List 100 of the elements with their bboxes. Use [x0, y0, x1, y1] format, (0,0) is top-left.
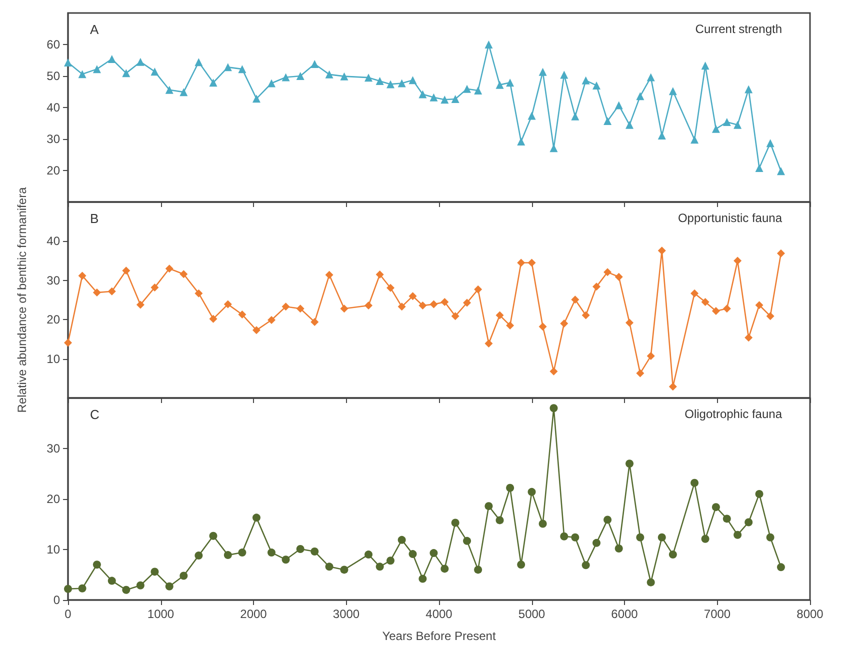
point	[474, 285, 482, 294]
point	[325, 70, 334, 78]
point	[376, 562, 384, 571]
point	[571, 533, 580, 542]
point	[528, 258, 536, 267]
point	[440, 96, 449, 104]
point	[282, 556, 290, 564]
x-tick-label: 2000	[240, 607, 268, 621]
point	[614, 101, 623, 110]
point	[626, 120, 634, 129]
point	[150, 68, 159, 76]
point	[538, 520, 547, 528]
point	[282, 302, 290, 311]
point	[364, 301, 373, 310]
point	[592, 81, 600, 90]
point	[224, 300, 232, 308]
point	[571, 112, 580, 120]
point	[496, 311, 504, 320]
point	[122, 586, 130, 594]
x-tick-label: 7000	[704, 607, 731, 621]
point	[506, 484, 514, 492]
point	[194, 552, 203, 560]
point	[108, 287, 116, 296]
point	[386, 556, 394, 565]
point	[496, 80, 504, 89]
point	[136, 581, 144, 590]
point	[582, 561, 590, 570]
point	[614, 272, 623, 281]
point	[165, 264, 174, 273]
point	[165, 582, 174, 590]
point	[340, 566, 348, 574]
point	[722, 118, 731, 126]
point	[310, 318, 319, 326]
point	[550, 404, 558, 412]
point	[180, 572, 188, 580]
point	[484, 502, 493, 510]
point	[408, 550, 417, 558]
point	[722, 514, 731, 523]
point	[517, 560, 526, 569]
point	[252, 326, 260, 334]
point	[744, 334, 753, 342]
annotation: Current strength	[695, 22, 782, 36]
point	[712, 306, 720, 315]
point	[440, 564, 449, 573]
point	[722, 304, 731, 313]
point	[386, 284, 394, 292]
point	[364, 74, 373, 82]
point	[506, 321, 514, 330]
annotation: Oligotrophic fauna	[684, 407, 782, 421]
point	[506, 78, 514, 87]
point	[592, 538, 600, 547]
point	[451, 518, 460, 527]
point	[528, 112, 536, 120]
y-tick-label: 30	[46, 132, 60, 146]
point	[325, 270, 334, 279]
point	[376, 270, 384, 279]
point	[267, 316, 276, 324]
point	[734, 256, 742, 265]
point	[136, 58, 144, 66]
point	[496, 516, 504, 524]
point	[668, 87, 677, 96]
point	[282, 73, 290, 82]
point	[474, 86, 482, 94]
point	[658, 533, 666, 542]
point	[604, 268, 612, 276]
point	[418, 90, 427, 98]
y-tick-label: 10	[46, 352, 60, 366]
point	[538, 68, 547, 76]
point	[180, 270, 188, 278]
point	[604, 516, 612, 524]
point	[571, 296, 580, 304]
point	[646, 73, 655, 82]
point	[626, 318, 634, 327]
point	[636, 369, 644, 378]
point	[701, 534, 710, 543]
y-tick-label: 20	[46, 164, 60, 178]
point	[451, 312, 460, 320]
point	[209, 532, 218, 540]
point	[538, 322, 547, 331]
point	[108, 54, 116, 63]
point	[418, 574, 427, 583]
point	[463, 536, 472, 545]
point	[614, 544, 623, 552]
point	[267, 79, 276, 88]
point	[668, 382, 677, 391]
x-tick-label: 1000	[147, 607, 174, 621]
y-tick-label: 60	[46, 38, 60, 52]
x-axis-title: Years Before Present	[382, 629, 496, 643]
point	[180, 88, 188, 96]
point	[668, 550, 677, 559]
point	[734, 530, 742, 539]
point	[224, 551, 232, 560]
point	[108, 576, 116, 585]
point	[463, 84, 472, 93]
point	[626, 460, 634, 468]
point	[755, 490, 764, 498]
point	[440, 298, 449, 306]
point	[646, 578, 655, 586]
annotation: B	[90, 211, 99, 226]
point	[310, 60, 319, 68]
